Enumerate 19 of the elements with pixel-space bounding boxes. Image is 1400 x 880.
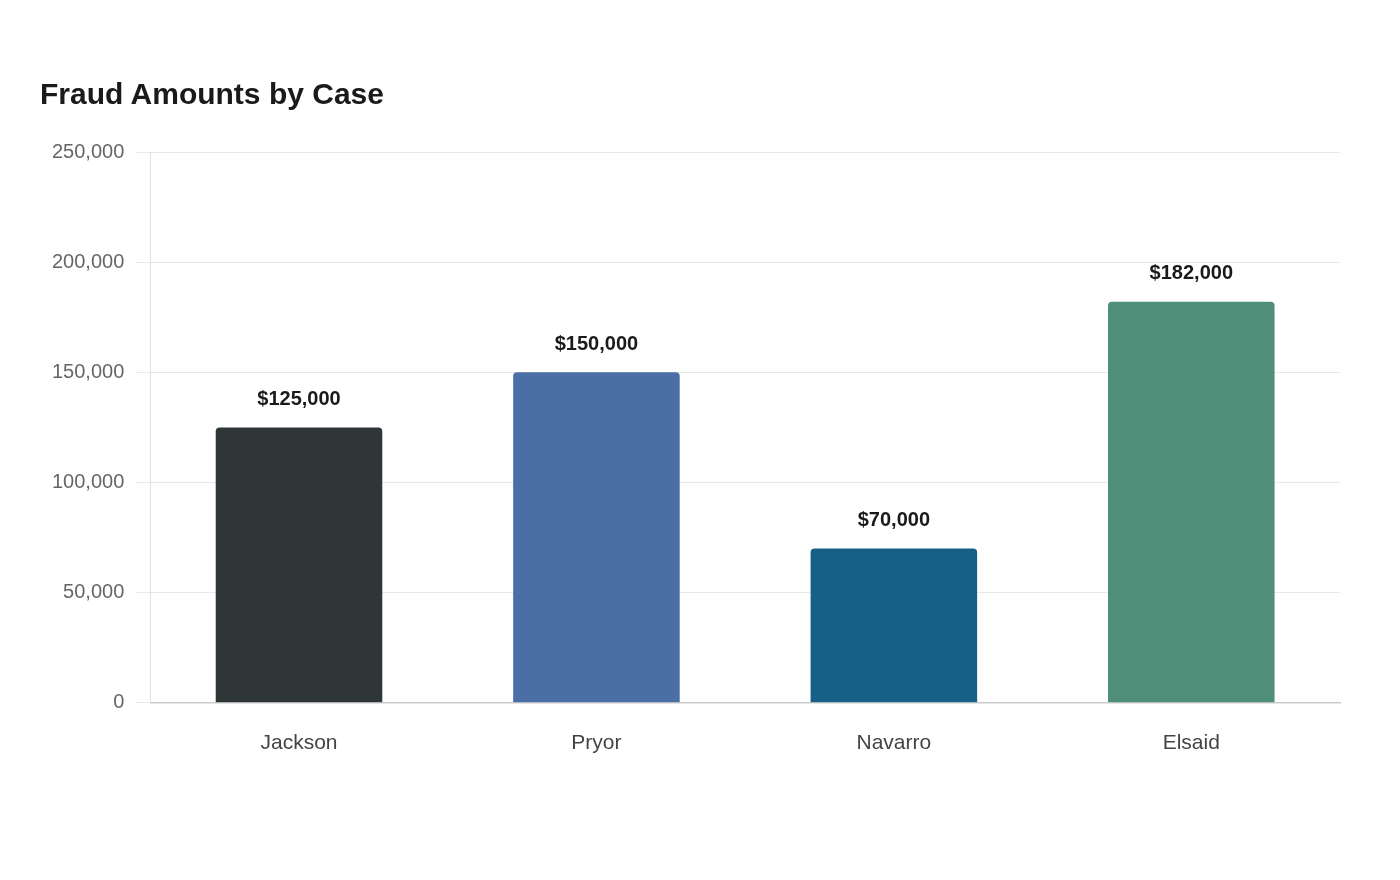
data-label: $70,000 [857, 508, 931, 531]
data-label: $150,000 [554, 331, 639, 354]
chart-title: Fraud Amounts by Case [40, 77, 384, 111]
y-tick-label: 250,000 [52, 139, 125, 162]
bar [810, 548, 978, 703]
y-tick-label: 200,000 [52, 249, 125, 272]
x-tick-label: Navarro [856, 730, 932, 754]
x-tick-label: Pryor [571, 730, 622, 754]
y-tick-label: 150,000 [52, 359, 125, 382]
y-tick-label: 50,000 [63, 580, 125, 603]
x-tick-label: Jackson [260, 730, 338, 754]
data-label: $182,000 [1149, 261, 1233, 284]
y-tick-label: 100,000 [52, 470, 125, 492]
bar [1108, 301, 1275, 703]
y-tick-label: 0 [113, 690, 125, 713]
data-label: $125,000 [257, 386, 341, 409]
bar [215, 427, 383, 703]
bar [513, 372, 680, 703]
x-tick-label: Elsaid [1162, 730, 1220, 754]
